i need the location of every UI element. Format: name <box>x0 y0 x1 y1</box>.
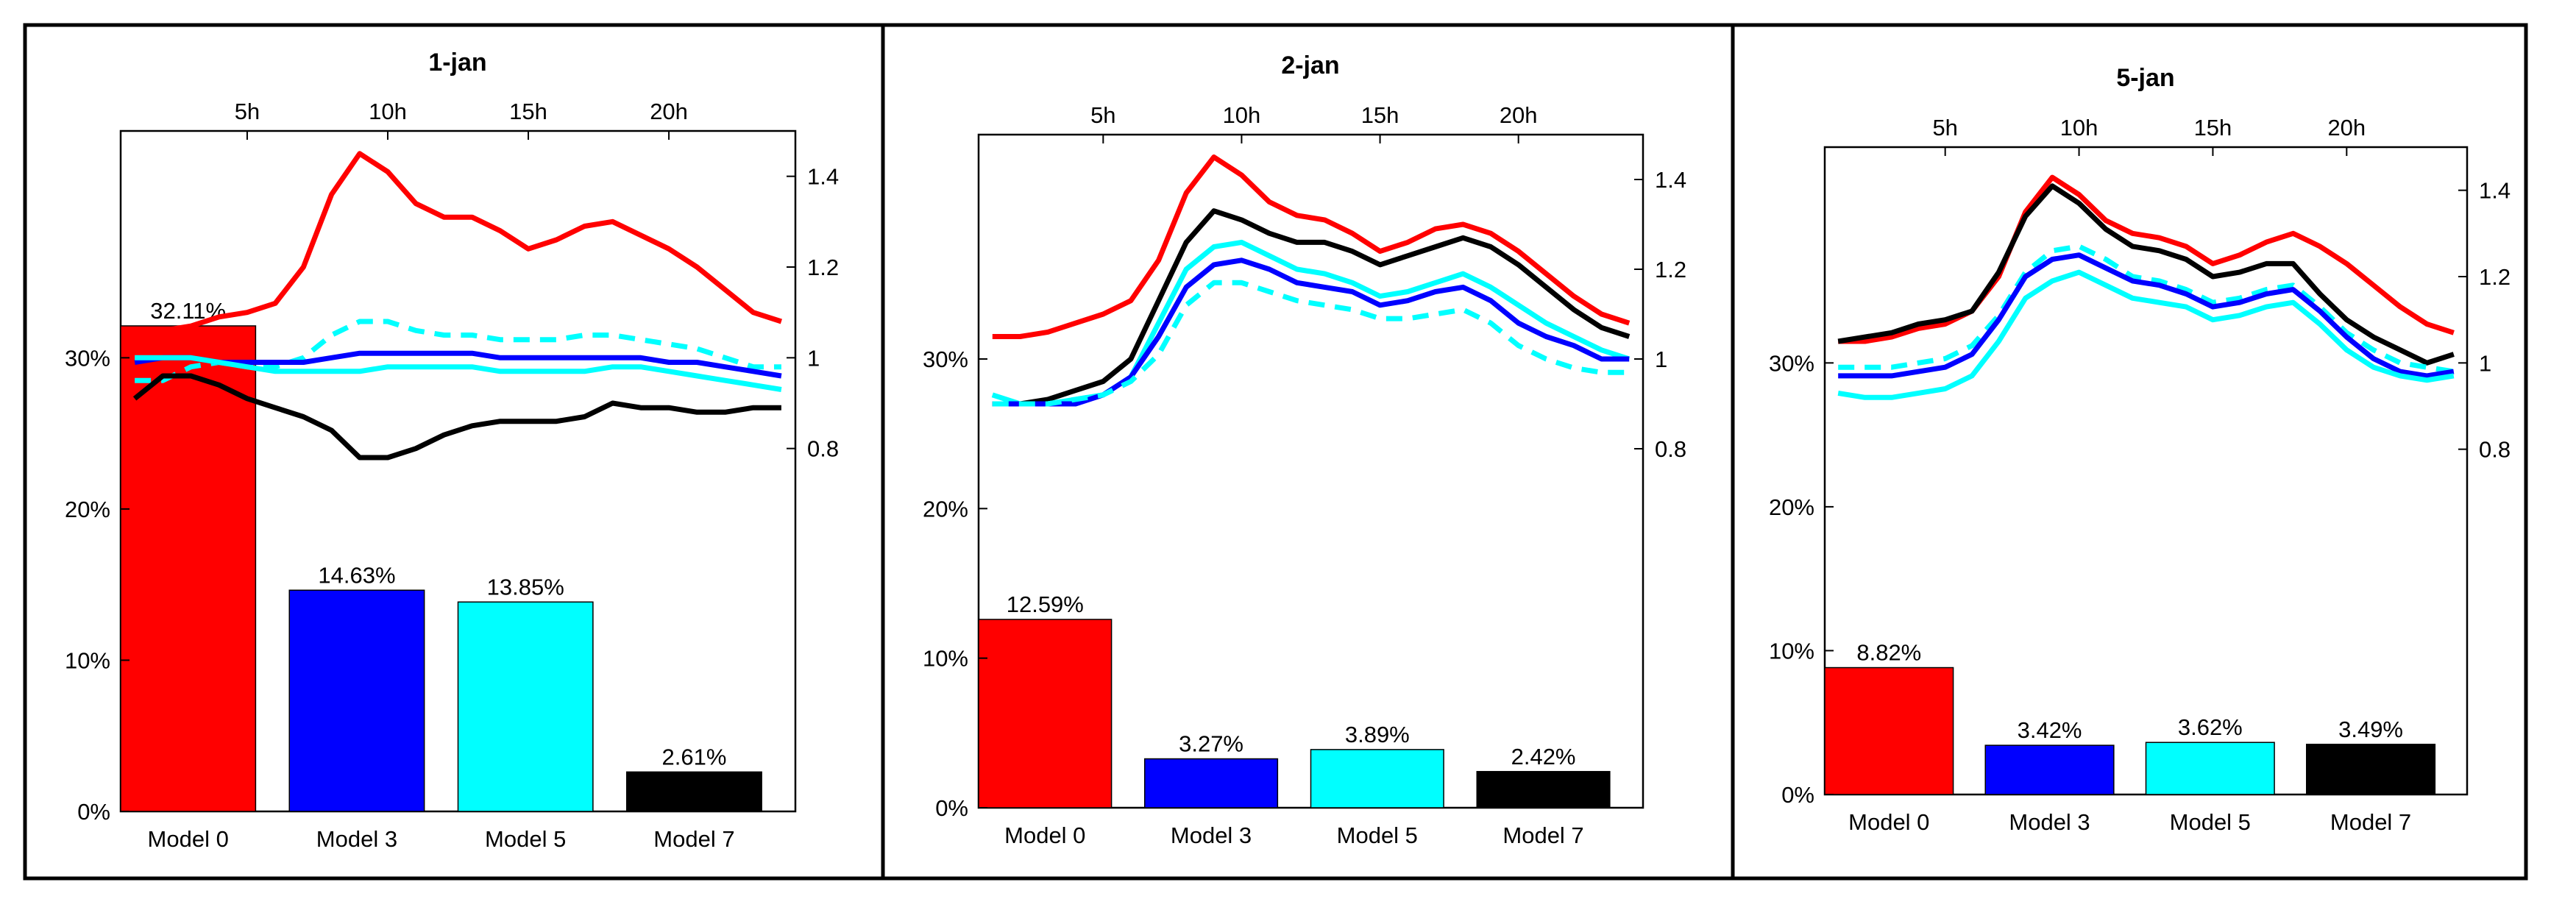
top-tick-label: 10h <box>2060 115 2098 141</box>
series-line-4 <box>135 355 782 392</box>
panel-title: 1-jan <box>428 49 486 77</box>
top-tick-label: 15h <box>509 99 547 124</box>
right-tick-label: 1.4 <box>807 164 839 190</box>
left-tick-label: 30% <box>1769 350 1814 376</box>
bar-model-3 <box>1984 744 2115 795</box>
category-label: Model 7 <box>1502 822 1583 848</box>
bar-model-5 <box>2145 742 2275 795</box>
bar-value-label: 13.85% <box>487 574 564 600</box>
bar-value-label: 2.61% <box>661 744 726 769</box>
bar-value-label: 8.82% <box>1856 640 1921 666</box>
top-tick-label: 15h <box>2194 115 2232 141</box>
left-tick-label: 20% <box>923 496 968 522</box>
panel-title: 2-jan <box>1281 51 1339 79</box>
right-tick-label: 1.4 <box>1655 167 1686 193</box>
right-tick-label: 1 <box>807 345 820 371</box>
category-label: Model 7 <box>653 826 734 852</box>
top-tick-label: 20h <box>650 99 688 124</box>
left-tick-label: 10% <box>65 647 110 673</box>
top-tick-label: 20h <box>2327 115 2366 141</box>
right-tick-label: 1 <box>2479 350 2491 376</box>
bar-value-label: 3.27% <box>1179 731 1243 757</box>
left-tick-label: 10% <box>1769 638 1814 664</box>
bar-model-0 <box>1824 666 1954 795</box>
series-line-2 <box>992 208 1631 407</box>
series-line-4 <box>1838 252 2455 379</box>
left-tick-label: 30% <box>923 346 968 372</box>
bar-model-5 <box>457 601 594 812</box>
top-tick-label: 5h <box>1932 115 1957 141</box>
top-tick-label: 15h <box>1361 102 1399 128</box>
right-tick-label: 1.2 <box>1655 257 1686 282</box>
bar-model-0 <box>978 619 1113 808</box>
left-tick-label: 20% <box>65 497 110 522</box>
top-tick-label: 10h <box>369 99 407 124</box>
figure-frame <box>23 23 2528 881</box>
bar-model-3 <box>288 589 425 812</box>
category-label: Model 5 <box>2170 809 2251 835</box>
category-label: Model 0 <box>1004 822 1085 848</box>
left-tick-label: 0% <box>1781 782 1814 808</box>
category-label: Model 5 <box>1337 822 1418 848</box>
bar-value-label: 12.59% <box>1007 591 1084 617</box>
category-label: Model 0 <box>148 826 229 852</box>
left-tick-label: 0% <box>935 795 968 821</box>
right-tick-label: 0.8 <box>807 436 839 462</box>
bar-value-label: 3.42% <box>2018 717 2082 743</box>
category-label: Model 0 <box>1848 809 1929 835</box>
right-tick-label: 0.8 <box>1655 436 1686 462</box>
bar-model-7 <box>2306 744 2436 795</box>
panel-1-jan: 1-jan 32.11%14.63% 13.85%2.61%Model 0 Mode… <box>65 49 839 852</box>
left-tick-label: 30% <box>65 345 110 371</box>
left-tick-label: 0% <box>77 799 110 825</box>
category-label: Model 7 <box>2330 809 2411 835</box>
right-tick-label: 1.2 <box>2479 264 2511 290</box>
right-tick-label: 1 <box>1655 346 1667 372</box>
top-tick-label: 10h <box>1223 102 1261 128</box>
panel-title: 5-jan <box>2116 64 2174 92</box>
series-line-1 <box>135 151 782 333</box>
category-label: Model 3 <box>1171 822 1252 848</box>
top-tick-label: 5h <box>235 99 260 124</box>
bar-value-label: 3.49% <box>2338 717 2403 742</box>
bar-model-0 <box>120 325 257 812</box>
series-line-5 <box>1837 269 2455 400</box>
left-tick-label: 20% <box>1769 494 1814 520</box>
category-label: Model 3 <box>2009 809 2090 835</box>
right-tick-label: 0.8 <box>2479 437 2511 463</box>
series-line-3 <box>134 350 782 379</box>
series-line-3 <box>1838 244 2455 374</box>
top-tick-label: 20h <box>1500 102 1538 128</box>
bar-model-3 <box>1144 758 1279 808</box>
category-label: Model 3 <box>316 826 397 852</box>
panel-2-jan: 2-jan 12.59% 3.27% 3.89% 2.42% Model 0 Model … <box>923 51 1686 848</box>
series-line-5 <box>992 280 1630 407</box>
bar-model-7 <box>1476 771 1611 808</box>
category-label: Model 5 <box>485 826 566 852</box>
bar-model-5 <box>1310 749 1444 808</box>
series-line-2 <box>1837 183 2455 366</box>
bar-model-7 <box>626 771 762 812</box>
series-line-1 <box>992 154 1631 339</box>
top-tick-label: 5h <box>1090 102 1115 128</box>
right-tick-label: 1.2 <box>807 255 839 280</box>
bar-value-label: 14.63% <box>318 562 395 588</box>
right-tick-label: 1.4 <box>2479 178 2511 204</box>
panel-5-jan: 5-jan 8.82% 3.42% 3.62% 3.49% Model 0 Model 3… <box>1769 64 2511 835</box>
series-line-5 <box>132 373 781 461</box>
bar-value-label: 3.89% <box>1345 722 1410 747</box>
series-line-1 <box>1838 174 2455 344</box>
left-tick-label: 10% <box>923 646 968 672</box>
bar-value-label: 2.42% <box>1511 744 1576 769</box>
bar-value-label: 3.62% <box>2178 714 2243 740</box>
